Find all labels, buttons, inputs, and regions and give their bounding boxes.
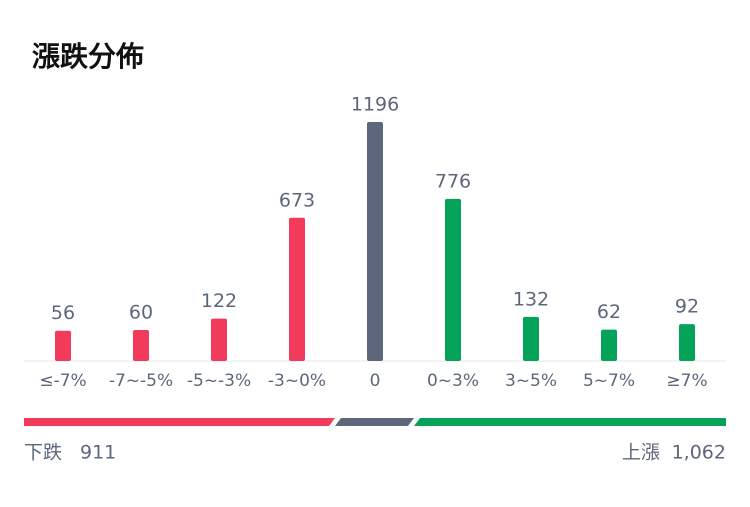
bar [523,316,539,361]
value-label: 62 [597,301,621,323]
chart-title: 漲跌分佈 [32,40,144,73]
value-label: 56 [51,302,75,324]
bar [133,330,149,361]
value-label: 673 [279,189,315,211]
x-tick-label: 3~5% [505,371,557,391]
x-tick-label: -7~-5% [109,371,173,391]
bar [289,217,305,361]
up-segment [414,418,726,426]
down-segment [24,418,335,426]
value-label: 1196 [351,94,399,116]
bar [211,318,227,361]
x-tick-label: -5~-3% [187,371,251,391]
up-label: 上漲 [622,442,660,464]
bar [445,198,461,361]
x-tick-label: 0 [370,371,381,391]
value-label: 92 [675,296,699,318]
up-value: 1,062 [672,442,726,464]
bar [679,324,695,361]
down-label: 下跌 [24,442,62,464]
bar [601,329,617,361]
value-label: 132 [513,288,549,310]
x-tick-label: 0~3% [427,371,479,391]
x-tick-label: -3~0% [268,371,326,391]
x-tick-label: ≤-7% [39,371,86,391]
value-label: 122 [201,290,237,312]
value-label: 776 [435,170,471,192]
bar [55,330,71,361]
value-label: 60 [129,302,153,324]
x-tick-label: ≥7% [666,371,707,391]
bar [367,122,383,361]
down-value: 911 [80,442,116,464]
flat-segment [335,418,414,426]
x-tick-label: 5~7% [583,371,635,391]
